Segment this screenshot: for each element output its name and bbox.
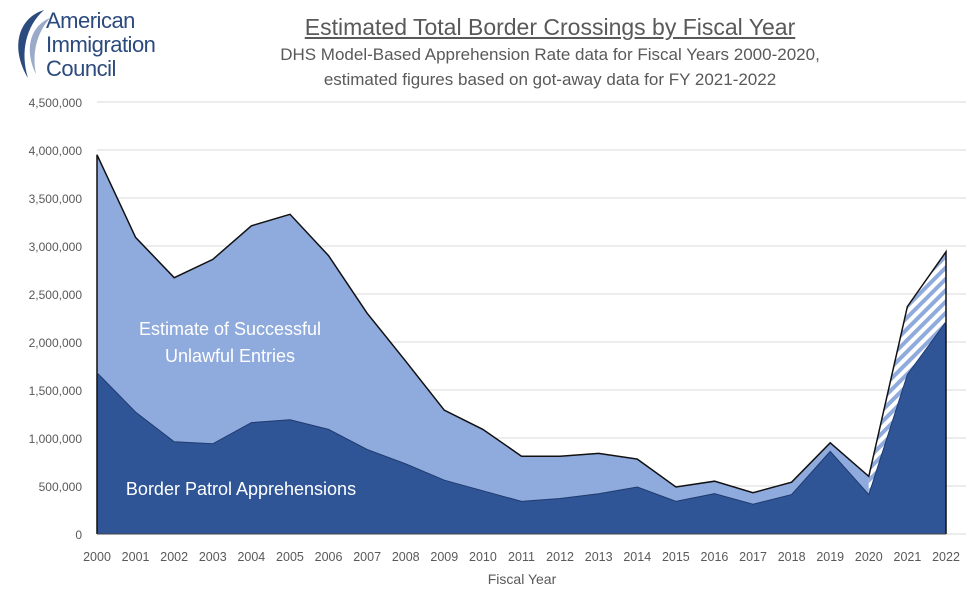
x-tick-label: 2016 xyxy=(701,550,729,564)
x-tick-label: 2000 xyxy=(83,550,111,564)
y-tick-label: 3,500,000 xyxy=(29,192,83,206)
chart-subtitle-line2: estimated figures based on got-away data… xyxy=(323,70,777,89)
y-tick-label: 500,000 xyxy=(39,480,83,494)
x-axis-label: Fiscal Year xyxy=(488,571,557,587)
x-axis-ticks: 2000 2001 2002 2003 2004 2005 2006 2007 2008 2009… xyxy=(83,550,960,564)
x-tick-label: 2003 xyxy=(199,550,227,564)
x-tick-label: 2005 xyxy=(276,550,304,564)
x-tick-label: 2011 xyxy=(508,550,535,564)
x-tick-label: 2008 xyxy=(392,550,420,564)
x-tick-label: 2020 xyxy=(855,550,883,564)
logo-line-american: American xyxy=(46,8,135,33)
x-tick-label: 2006 xyxy=(315,550,343,564)
chart-subtitle-line1: DHS Model-Based Apprehension Rate data f… xyxy=(280,45,820,64)
x-tick-label: 2004 xyxy=(237,550,265,564)
apprehensions-outline xyxy=(96,321,947,505)
x-tick-label: 2015 xyxy=(662,550,690,564)
series-label-unlawful-line1: Estimate of Successful xyxy=(139,319,321,339)
y-tick-label: 2,500,000 xyxy=(29,288,83,302)
y-tick-label: 1,000,000 xyxy=(29,432,83,446)
aic-logo: American Immigration Council xyxy=(6,4,176,84)
x-tick-label: 2017 xyxy=(739,550,767,564)
y-tick-label: 0 xyxy=(75,528,82,542)
x-tick-label: 2022 xyxy=(932,550,960,564)
y-tick-label: 1,500,000 xyxy=(29,384,83,398)
y-tick-label: 2,000,000 xyxy=(29,336,83,350)
x-tick-label: 2010 xyxy=(469,550,497,564)
series-label-unlawful-line2: Unlawful Entries xyxy=(165,346,295,366)
x-tick-label: 2014 xyxy=(623,550,651,564)
x-tick-label: 2001 xyxy=(122,550,150,564)
x-tick-label: 2019 xyxy=(816,550,844,564)
total-outline xyxy=(96,154,947,534)
y-tick-label: 4,500,000 xyxy=(29,96,83,110)
logo-line-immigration: Immigration xyxy=(46,32,156,57)
x-tick-label: 2012 xyxy=(546,550,574,564)
x-tick-label: 2002 xyxy=(160,550,188,564)
logo-swoosh-icon xyxy=(18,10,50,78)
x-tick-label: 2018 xyxy=(778,550,806,564)
y-tick-label: 3,000,000 xyxy=(29,240,83,254)
x-tick-label: 2009 xyxy=(430,550,458,564)
chart-title: Estimated Total Border Crossings by Fisc… xyxy=(304,14,796,40)
x-tick-label: 2021 xyxy=(894,550,922,564)
logo-line-council: Council xyxy=(46,56,116,81)
y-axis-ticks: 0 500,000 1,000,000 1,500,000 2,000,000 2,500… xyxy=(29,96,83,542)
x-tick-label: 2013 xyxy=(585,550,613,564)
x-tick-label: 2007 xyxy=(353,550,381,564)
y-tick-label: 4,000,000 xyxy=(29,144,83,158)
title-block: Estimated Total Border Crossings by Fisc… xyxy=(200,12,900,92)
area-apprehensions xyxy=(97,321,946,534)
area-series xyxy=(96,154,947,535)
series-label-apprehensions: Border Patrol Apprehensions xyxy=(126,479,356,499)
